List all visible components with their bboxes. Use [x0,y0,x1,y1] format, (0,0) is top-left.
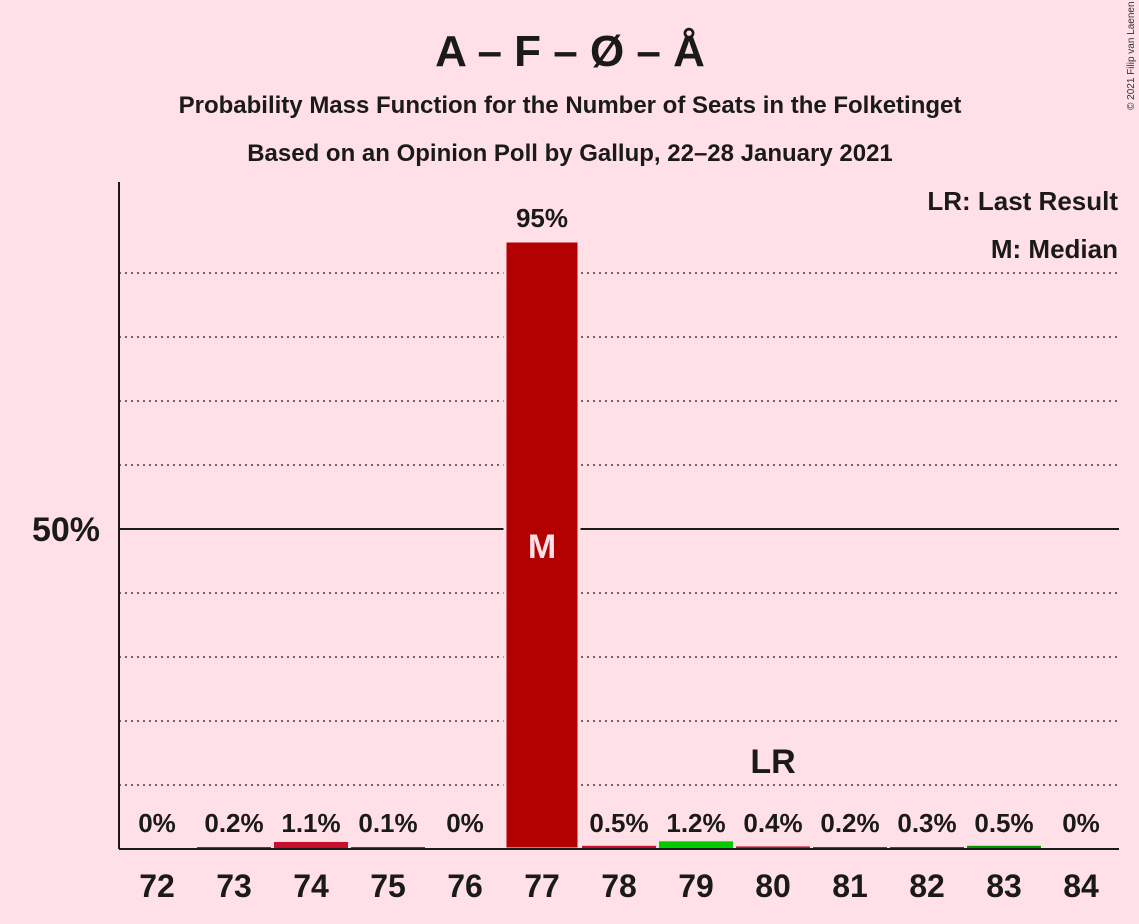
bars-group [197,239,1041,851]
data-labels-group: 0% 0.2% 1.1% 0.1% 0% 95% 0.5% 1.2% 0.4% 0.2% 0.3% 0… [138,203,1100,838]
y-tick-label-50: 50% [32,511,100,549]
bar-80 [736,846,810,849]
bar-78 [582,845,656,849]
bar-79 [659,841,733,849]
grid-lines [119,272,1119,786]
x-tick-83: 83 [986,868,1022,904]
x-tick-84: 84 [1063,868,1099,904]
data-label-81: 0.2% [820,808,879,838]
data-label-74: 1.1% [281,808,340,838]
data-label-77: 95% [516,203,568,233]
median-marker: M [528,528,556,566]
legend-median: M: Median [991,234,1118,264]
chart-subtitle-poll: Based on an Opinion Poll by Gallup, 22–2… [247,140,893,167]
x-tick-76: 76 [447,868,483,904]
x-tick-82: 82 [909,868,945,904]
x-tick-75: 75 [370,868,406,904]
data-label-84: 0% [1062,808,1100,838]
copyright-note: © 2021 Filip van Laenen [1126,1,1137,110]
bar-74 [274,841,348,849]
data-label-83: 0.5% [974,808,1033,838]
chart-title: A – F – Ø – Å [435,27,705,76]
x-tick-73: 73 [216,868,252,904]
data-label-80: 0.4% [743,808,802,838]
x-tick-labels-group: 72 73 74 75 76 77 78 79 80 81 82 83 84 [139,868,1099,904]
data-label-73: 0.2% [204,808,263,838]
x-tick-80: 80 [755,868,791,904]
legend-last-result: LR: Last Result [927,186,1118,216]
x-tick-81: 81 [832,868,868,904]
bar-83 [967,845,1041,849]
x-tick-72: 72 [139,868,175,904]
last-result-marker: LR [750,743,795,781]
x-tick-74: 74 [293,868,329,904]
x-tick-78: 78 [601,868,637,904]
x-tick-77: 77 [524,868,560,904]
data-label-82: 0.3% [897,808,956,838]
data-label-75: 0.1% [358,808,417,838]
data-label-76: 0% [446,808,484,838]
data-label-78: 0.5% [589,808,648,838]
chart-subtitle: Probability Mass Function for the Number… [179,92,962,119]
x-tick-79: 79 [678,868,714,904]
data-label-72: 0% [138,808,176,838]
bar-77 [503,239,581,851]
data-label-79: 1.2% [666,808,725,838]
